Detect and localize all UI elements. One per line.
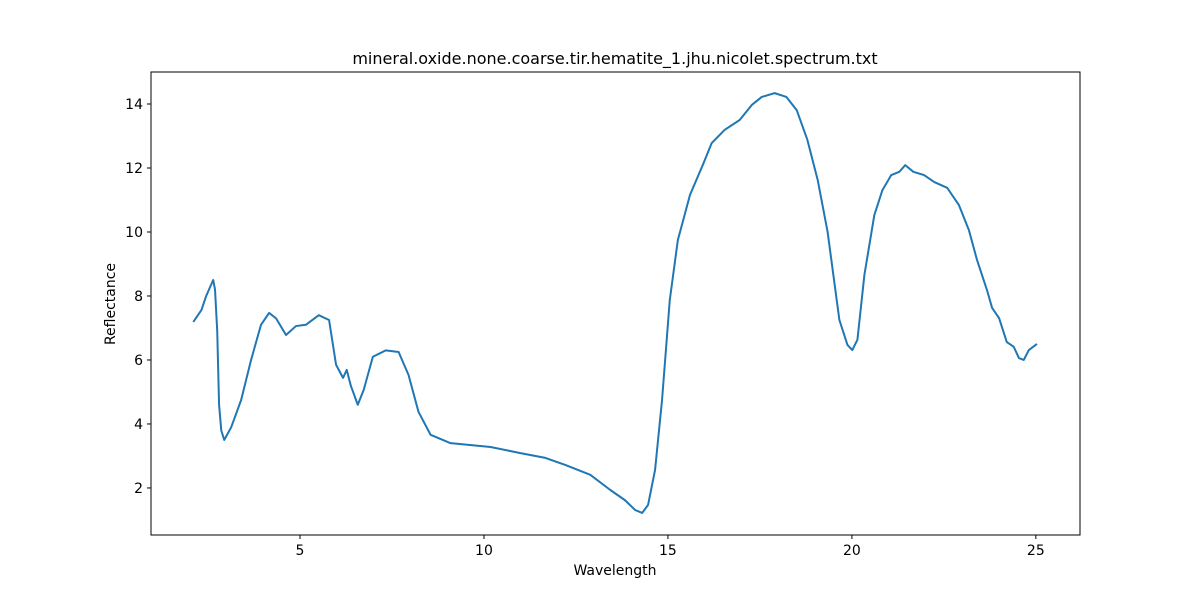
- x-axis-label: Wavelength: [573, 563, 656, 579]
- x-tick-label: 5: [296, 543, 305, 559]
- y-axis-label: Reflectance: [103, 263, 119, 345]
- y-tick-label: 2: [134, 481, 143, 497]
- chart-title: mineral.oxide.none.coarse.tir.hematite_1…: [352, 49, 877, 69]
- y-tick-label: 10: [125, 225, 143, 241]
- x-tick-label: 15: [659, 543, 677, 559]
- y-tick-label: 8: [134, 289, 143, 305]
- x-tick-label: 20: [843, 543, 861, 559]
- x-tick-label: 10: [475, 543, 493, 559]
- axes-frame: [150, 71, 1081, 536]
- x-tick-label: 25: [1027, 543, 1045, 559]
- y-tick-label: 14: [125, 97, 143, 113]
- y-tick-label: 12: [125, 161, 143, 177]
- y-tick-label: 6: [134, 353, 143, 369]
- data-line: [192, 92, 1038, 514]
- y-tick-label: 4: [134, 417, 143, 433]
